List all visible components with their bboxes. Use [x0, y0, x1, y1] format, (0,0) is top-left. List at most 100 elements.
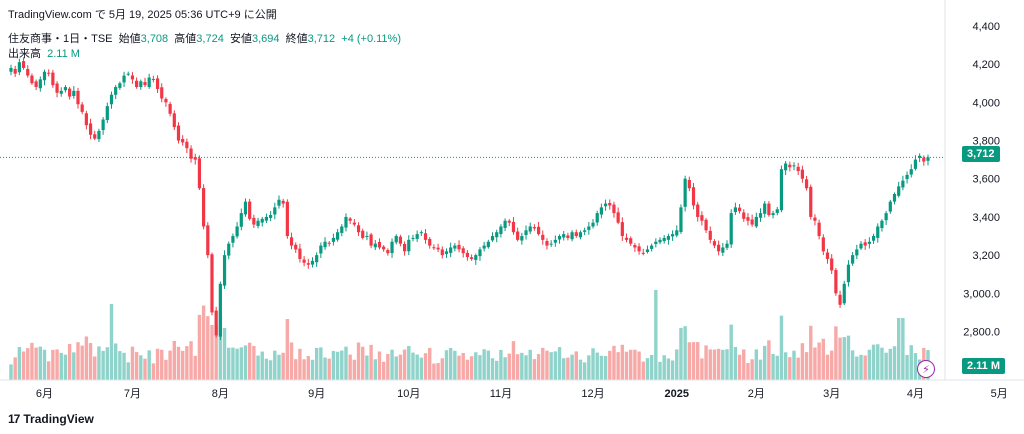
candle-body — [495, 232, 499, 238]
candle-body — [197, 158, 202, 189]
candle-body — [398, 236, 403, 244]
volume-bar — [348, 354, 352, 380]
candle-body — [696, 204, 700, 217]
time-tick-label: 5月 — [991, 388, 1008, 400]
volume-bar — [633, 349, 637, 380]
volume-bar — [9, 364, 13, 380]
candle-body — [126, 73, 130, 75]
volume-bar — [109, 304, 114, 380]
lightning-icon[interactable]: ⚡ — [917, 360, 935, 378]
candle-body — [243, 201, 248, 215]
candle-body — [340, 226, 344, 233]
volume-bar — [51, 349, 55, 380]
time-axis: 6月 7月 8月 9月 10月 11月 12月 2025 2月 3月 4月 5月 — [36, 388, 1008, 400]
candle-body — [331, 237, 336, 242]
time-tick-label: 2月 — [748, 388, 765, 400]
volume-bar — [432, 363, 436, 380]
candle-body — [273, 207, 277, 215]
volume-bar — [670, 360, 675, 380]
candle-body — [767, 203, 771, 216]
volume-bar — [704, 345, 708, 380]
candle-body — [13, 68, 17, 74]
volume-bar — [696, 342, 700, 380]
candle-body — [779, 169, 784, 211]
volume-bar — [134, 352, 139, 380]
candle-body — [365, 236, 369, 238]
candle-body — [809, 186, 813, 217]
volume-bar — [331, 350, 336, 380]
candle-body — [612, 204, 616, 214]
volume-bar — [197, 314, 202, 380]
volume-bar — [243, 345, 248, 380]
volume-bar — [750, 359, 754, 380]
volume-bar — [59, 352, 63, 380]
high-label: 高値 — [174, 33, 197, 45]
candle-body — [164, 99, 168, 103]
candle-body — [867, 241, 871, 244]
time-tick-label: 8月 — [212, 388, 229, 400]
volume-bar — [193, 355, 197, 380]
candle-body — [302, 259, 306, 263]
candle-body — [327, 242, 331, 244]
volume-bar — [771, 354, 775, 380]
volume-bar — [377, 351, 382, 380]
volume-bar — [67, 343, 72, 380]
volume-bar — [46, 361, 51, 380]
candle-body — [34, 81, 38, 88]
volume-bar — [407, 345, 411, 380]
price-tick-label: 3,600 — [972, 174, 1000, 186]
volume-bar — [880, 347, 884, 380]
volume-bar — [520, 352, 524, 380]
candle-body — [821, 237, 825, 252]
volume-bar — [319, 347, 323, 380]
volume-bar — [792, 350, 796, 380]
candle-body — [704, 219, 708, 231]
volume-bar — [683, 326, 687, 380]
candle-body — [662, 237, 666, 242]
candle-body — [469, 257, 474, 259]
candle-body — [218, 283, 222, 337]
low-label: 安値 — [229, 33, 252, 45]
candle-body — [591, 222, 595, 227]
candle-body — [507, 220, 511, 223]
candle-body — [876, 226, 880, 238]
volume-bar — [838, 337, 842, 380]
volume-bar — [725, 349, 729, 380]
volume-bar — [231, 347, 235, 380]
candle-body — [461, 248, 465, 254]
volume-bar — [239, 347, 243, 380]
candle-body — [210, 254, 214, 313]
volume-bar — [88, 343, 93, 380]
candle-body — [629, 238, 633, 244]
volume-bar — [557, 347, 562, 380]
candle-body — [227, 243, 231, 256]
volume-bar — [666, 358, 671, 380]
volume-bar — [687, 342, 692, 380]
volume-bar — [654, 290, 658, 380]
volume-bar — [821, 338, 826, 380]
volume-bar — [80, 345, 84, 380]
candle-body — [206, 225, 210, 256]
candle-body — [754, 216, 758, 227]
volume-bar — [909, 345, 913, 380]
candle-body — [55, 83, 59, 93]
price-tick-label: 4,200 — [972, 59, 1000, 71]
volume-bar — [490, 358, 495, 380]
volume-bar — [201, 305, 206, 380]
candle-body — [750, 219, 754, 225]
volume-bar — [273, 350, 277, 380]
candle-body — [294, 244, 298, 250]
candle-body — [26, 68, 30, 76]
volume-bar — [155, 348, 160, 380]
symbol-label[interactable]: 住友商事・1日・TSE — [8, 33, 113, 45]
candle-body — [390, 241, 394, 254]
candle-body — [59, 90, 63, 94]
candle-body — [105, 106, 109, 121]
tradingview-brand[interactable]: 17 TradingView — [8, 412, 94, 426]
volume-bar — [649, 354, 654, 380]
open-value: 3,708 — [140, 33, 169, 45]
volume-bar — [658, 361, 662, 380]
volume-bar — [118, 351, 122, 380]
volume-bar — [298, 348, 302, 380]
